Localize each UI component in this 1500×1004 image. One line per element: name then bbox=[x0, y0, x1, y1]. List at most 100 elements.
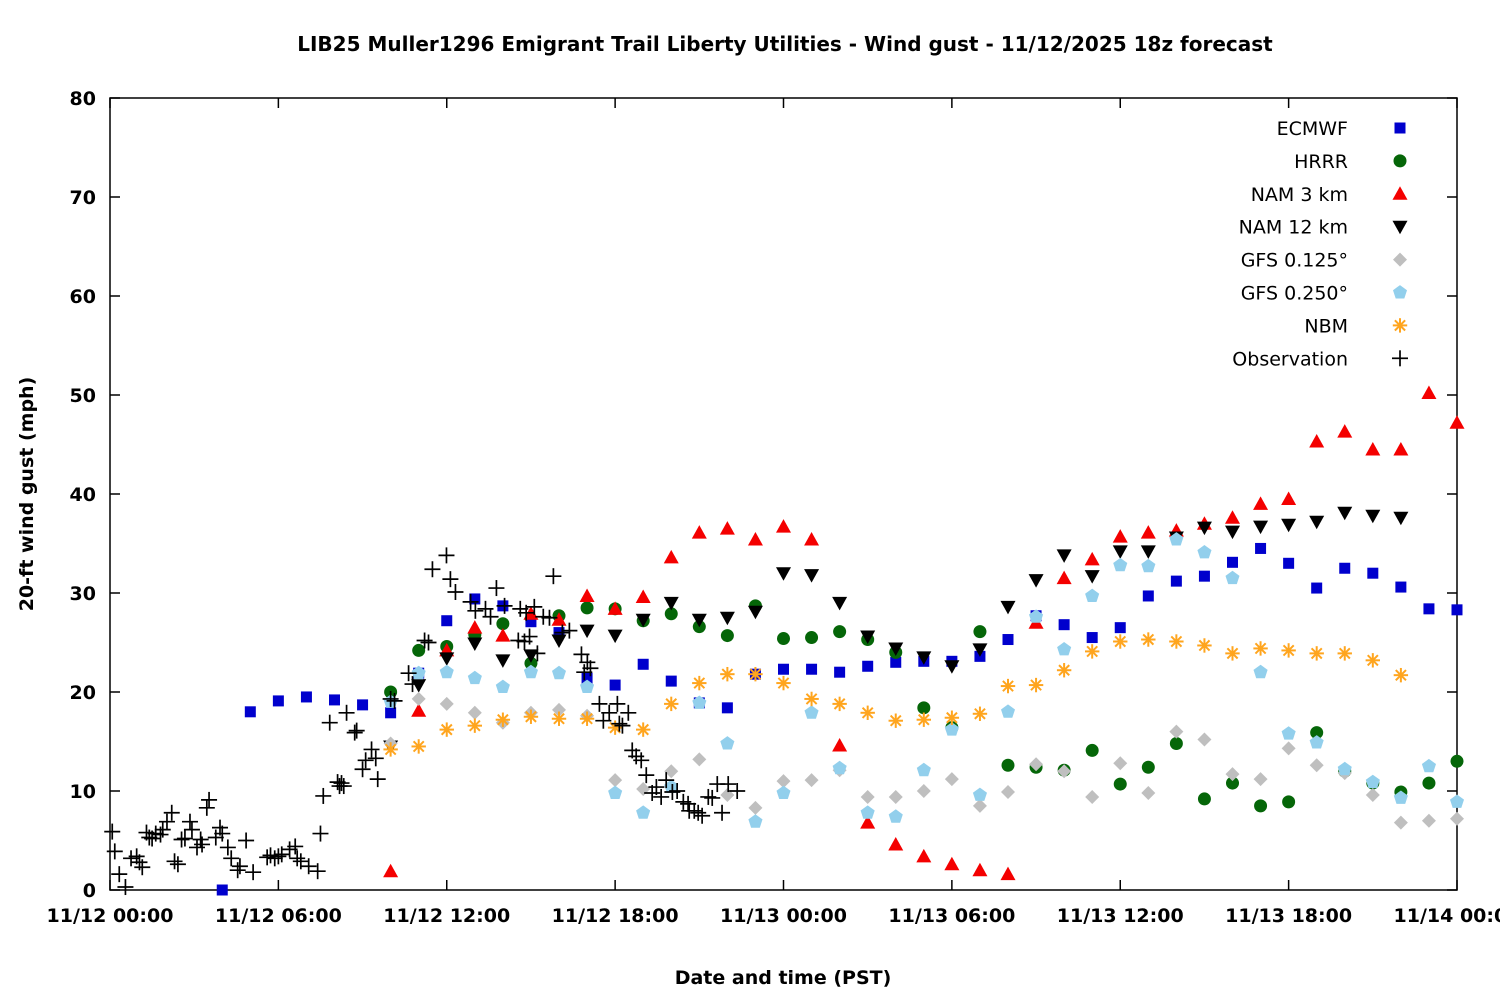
y-tick-label: 30 bbox=[70, 583, 96, 605]
marker-pentagon bbox=[692, 695, 707, 709]
x-tick-label: 11/14 00:00 bbox=[1394, 905, 1500, 927]
marker-square bbox=[1283, 557, 1295, 569]
marker-pentagon bbox=[1281, 726, 1296, 740]
y-tick-label: 50 bbox=[70, 385, 96, 407]
marker-pentagon bbox=[636, 805, 651, 819]
marker-circle bbox=[664, 607, 678, 621]
marker-asterisk-arm bbox=[833, 698, 846, 710]
legend-label-nam-3-km: NAM 3 km bbox=[1251, 184, 1348, 206]
marker-pentagon bbox=[1253, 664, 1268, 679]
marker-triangle-down bbox=[860, 630, 876, 645]
marker-circle bbox=[1001, 758, 1015, 772]
marker-pentagon bbox=[608, 785, 623, 799]
x-tick-label: 11/12 12:00 bbox=[383, 905, 510, 927]
marker-square bbox=[1451, 604, 1463, 616]
marker-triangle-up bbox=[1393, 441, 1409, 456]
marker-triangle-down bbox=[719, 611, 735, 626]
marker-circle bbox=[1254, 799, 1268, 813]
marker-triangle-up bbox=[1309, 434, 1325, 448]
marker-pentagon bbox=[916, 762, 931, 777]
marker-triangle-up bbox=[860, 815, 876, 829]
marker-square bbox=[834, 666, 846, 678]
marker-asterisk-arm bbox=[384, 743, 397, 756]
marker-diamond bbox=[1365, 787, 1380, 802]
marker-square bbox=[441, 615, 453, 627]
marker-asterisk-arm bbox=[1198, 639, 1211, 652]
marker-triangle-down bbox=[944, 660, 960, 674]
marker-triangle-up bbox=[1337, 424, 1353, 438]
marker-square bbox=[1311, 582, 1323, 594]
marker-diamond bbox=[1197, 732, 1212, 747]
marker-diamond bbox=[888, 789, 903, 804]
marker-diamond bbox=[411, 691, 426, 706]
x-tick-label: 11/13 00:00 bbox=[720, 905, 847, 927]
marker-triangle-up bbox=[747, 532, 763, 546]
marker-square bbox=[216, 884, 228, 896]
marker-asterisk-arm bbox=[1338, 647, 1351, 660]
marker-diamond bbox=[467, 705, 482, 720]
marker-circle bbox=[496, 617, 510, 631]
marker-square bbox=[1086, 632, 1098, 644]
y-tick-label: 60 bbox=[70, 286, 96, 308]
marker-pentagon bbox=[1029, 609, 1044, 623]
marker-pentagon bbox=[1365, 774, 1380, 789]
marker-pentagon bbox=[552, 665, 566, 680]
y-tick-label: 10 bbox=[70, 781, 96, 803]
marker-triangle-down bbox=[747, 605, 763, 620]
marker-triangle-up bbox=[916, 848, 932, 863]
x-axis-label: Date and time (PST) bbox=[675, 967, 892, 989]
marker-circle bbox=[1169, 736, 1183, 750]
marker-diamond bbox=[664, 764, 679, 779]
marker-square bbox=[1423, 603, 1435, 615]
marker-triangle-up bbox=[411, 703, 427, 717]
marker-triangle-up bbox=[1000, 866, 1016, 881]
marker-pentagon bbox=[720, 736, 735, 750]
marker-triangle-down bbox=[467, 637, 483, 651]
marker-pentagon bbox=[1113, 557, 1128, 572]
marker-square bbox=[581, 672, 593, 684]
x-tick-label: 11/13 18:00 bbox=[1225, 905, 1352, 927]
marker-pentagon bbox=[411, 665, 426, 680]
marker-square bbox=[721, 702, 733, 714]
marker-pentagon bbox=[1337, 761, 1352, 776]
marker-triangle-down bbox=[411, 679, 427, 693]
marker-square bbox=[1339, 562, 1351, 574]
marker-asterisk-arm bbox=[1170, 635, 1183, 648]
marker-circle bbox=[917, 701, 931, 715]
marker-diamond bbox=[1421, 813, 1436, 828]
marker-circle bbox=[1450, 754, 1464, 768]
marker-triangle-up bbox=[691, 525, 707, 539]
legend-label-nam-12-km: NAM 12 km bbox=[1239, 217, 1348, 239]
marker-triangle-up bbox=[1056, 570, 1072, 585]
marker-square bbox=[1114, 622, 1126, 634]
marker-circle bbox=[1197, 792, 1211, 806]
marker-pentagon bbox=[1421, 758, 1436, 773]
marker-asterisk-arm bbox=[581, 712, 593, 725]
marker-pentagon bbox=[860, 805, 875, 819]
marker-circle bbox=[720, 629, 734, 643]
marker-square bbox=[1395, 581, 1407, 593]
marker-triangle-down bbox=[888, 642, 904, 656]
marker-triangle-up bbox=[1281, 491, 1297, 505]
marker-triangle-down bbox=[691, 613, 707, 628]
marker-asterisk-arm bbox=[1282, 644, 1295, 657]
marker-triangle-up bbox=[635, 589, 651, 603]
marker-triangle-up bbox=[383, 863, 399, 878]
marker-triangle-up bbox=[663, 549, 679, 564]
marker-triangle-up bbox=[607, 601, 623, 615]
marker-circle bbox=[1226, 776, 1239, 790]
marker-triangle-up bbox=[1112, 529, 1128, 543]
marker-pentagon bbox=[1141, 558, 1156, 573]
marker-diamond bbox=[944, 772, 959, 787]
x-tick-label: 11/12 18:00 bbox=[552, 905, 679, 927]
marker-triangle-up bbox=[1449, 415, 1465, 429]
marker-triangle-down bbox=[972, 643, 988, 657]
marker-circle bbox=[1141, 760, 1155, 774]
marker-pentagon bbox=[467, 670, 482, 685]
marker-square bbox=[329, 694, 340, 706]
marker-square bbox=[525, 616, 537, 628]
marker-asterisk-arm bbox=[553, 712, 565, 725]
marker-diamond bbox=[1141, 785, 1156, 800]
marker-triangle-down bbox=[1196, 521, 1212, 536]
